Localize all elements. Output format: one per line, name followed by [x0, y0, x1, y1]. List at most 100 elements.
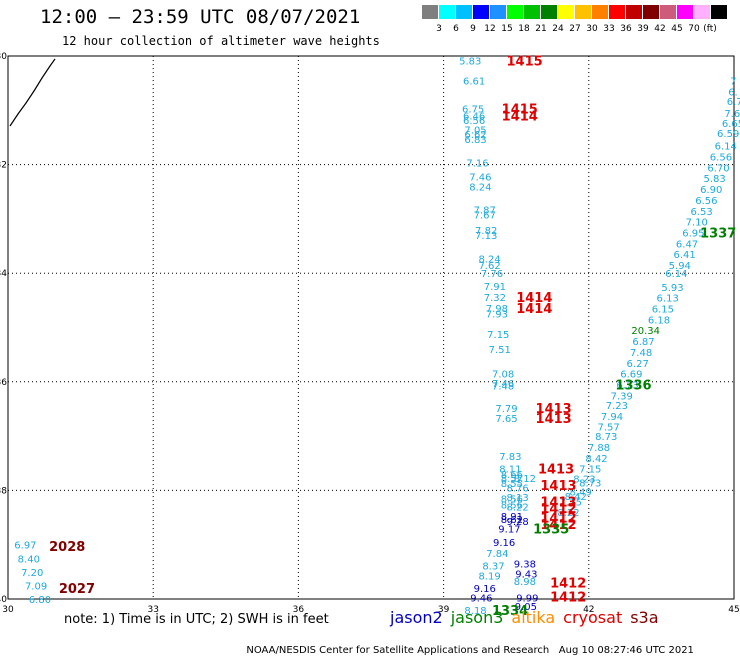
- wave-height-value: 9.28: [507, 517, 529, 528]
- wave-height-value: 8.12: [514, 474, 536, 485]
- x-tick-label: 33: [147, 605, 158, 615]
- colorbar-swatch: [558, 5, 574, 19]
- wave-height-value: 8.55: [501, 479, 523, 490]
- pass-time-label: 1412: [540, 502, 576, 517]
- colorbar-tick-label: 33: [603, 24, 615, 34]
- wave-height-value: 9.17: [498, 524, 520, 535]
- wave-height-value: 6.13: [657, 294, 679, 305]
- wave-height-value: 9.99: [516, 593, 538, 604]
- x-tick-label: 39: [438, 605, 450, 615]
- pass-time-label: 1415: [507, 54, 543, 69]
- map-frame: [7, 55, 735, 600]
- wave-height-value: 7.65: [495, 414, 517, 425]
- wave-height-value: 5.94: [669, 261, 691, 272]
- wave-height-value: 7.10: [686, 218, 708, 229]
- satellite-legend-altika: altika: [511, 608, 556, 627]
- wave-height-value: 9.43: [515, 569, 537, 580]
- wave-height-value: 7: [730, 76, 736, 87]
- pass-time-label: 1336: [615, 379, 651, 394]
- wave-height-value: 6.47: [676, 239, 698, 250]
- pass-time-label: 2028: [49, 540, 85, 555]
- colorbar-swatch: [592, 5, 608, 19]
- page-subtitle: 12 hour collection of altimeter wave hei…: [62, 34, 380, 48]
- wave-height-value: 9.16: [474, 584, 496, 595]
- colorbar-swatch: [422, 5, 438, 19]
- colorbar-swatch: [490, 5, 506, 19]
- wave-height-value: 7.62: [478, 261, 500, 272]
- pass-time-label: 2027: [59, 582, 95, 597]
- pass-time-label: 1414: [502, 110, 538, 125]
- wave-height-value: 7.98: [486, 304, 508, 315]
- wave-height-value: 6.97: [14, 541, 36, 552]
- note-text: note: 1) Time is in UTC; 2) SWH is in fe…: [64, 612, 329, 627]
- colorbar-swatch: [694, 5, 710, 19]
- axis-ticks: 30 33 36 39 42 45 -30 -32 -34 -36 -38 -40: [0, 52, 740, 615]
- pass-time-label: 1413: [540, 479, 576, 494]
- wave-height-value: 7.15: [560, 497, 582, 508]
- satellite-legend-jason3: jason3: [450, 608, 504, 627]
- y-tick-label: -32: [0, 161, 7, 171]
- wave-height-value: 6.15: [652, 304, 674, 315]
- wave-height-value: 6.56: [710, 152, 732, 163]
- wave-height-value: 5.93: [661, 283, 683, 294]
- pass-time-label: 1412: [550, 577, 586, 592]
- map-grid: [8, 56, 734, 599]
- wave-height-value: 6.73: [616, 381, 638, 392]
- wave-height-value: 9.05: [515, 602, 537, 613]
- colorbar-tick-label: 39: [637, 24, 649, 34]
- x-tick-label: 30: [2, 605, 14, 615]
- wave-height-value: 7.67: [474, 211, 496, 222]
- pass-labels: 1415141514141414141414131413141314131413…: [49, 54, 736, 619]
- colorbar-tick-label: 9: [470, 24, 476, 34]
- wave-height-value: 7.93: [486, 309, 508, 320]
- wave-height-value: 7.48: [630, 348, 652, 359]
- satellite-legend-cryosat: cryosat: [563, 608, 623, 627]
- colorbar-swatch: [507, 5, 523, 19]
- satellite-legend-jason2: jason2: [390, 608, 443, 627]
- wave-height-value: 7.16: [466, 158, 488, 169]
- wave-height-value: 8.91: [501, 512, 523, 523]
- wave-height-value: 7.84: [486, 549, 508, 560]
- colorbar-swatch: [660, 5, 676, 19]
- wave-height-value: 7.39: [611, 391, 633, 402]
- wave-height-value: 6.62: [464, 130, 486, 141]
- wave-height-value: 7.65: [724, 109, 740, 120]
- colorbar-unit-label: (ft): [703, 24, 717, 34]
- colorbar-swatch: [677, 5, 693, 19]
- wave-height-value: 6.53: [690, 207, 712, 218]
- wave-height-value: 8.62: [501, 515, 523, 526]
- wave-height-value: 8.19: [478, 572, 500, 583]
- wave-height-value: 6.7: [727, 97, 740, 108]
- pass-time-label: 1413: [536, 412, 572, 427]
- wave-height-value: 8.23: [573, 474, 595, 485]
- wave-height-value: 8.22: [557, 508, 579, 519]
- wave-height-value: 7.08: [492, 370, 514, 381]
- wave-height-value: 6.: [728, 87, 738, 98]
- wave-height-value: 6.95: [682, 228, 704, 239]
- wave-height-value: 8.24: [469, 182, 491, 193]
- coastline: [9, 58, 56, 127]
- wave-height-value: 7.51: [489, 345, 511, 356]
- pass-time-label: 1412: [540, 518, 576, 533]
- page-title: 12:00 — 23:59 UTC 08/07/2021: [40, 6, 361, 28]
- y-tick-label: -38: [0, 486, 7, 496]
- wave-height-value: 8.98: [514, 577, 536, 588]
- wave-height-value: 8.24: [478, 255, 500, 266]
- pass-time-label: 1413: [536, 402, 572, 417]
- wave-height-value: 8.66: [501, 470, 523, 481]
- wave-height-value: 7.76: [481, 269, 503, 280]
- wave-height-value: 8.18: [464, 606, 486, 617]
- colorbar-swatch: [439, 5, 455, 19]
- colorbar-tick-label: 15: [501, 24, 513, 34]
- y-tick-label: -36: [0, 378, 7, 388]
- wave-height-value: 8.37: [482, 561, 504, 572]
- pass-time-label: 1335: [533, 522, 569, 537]
- wave-height-value: 7.23: [606, 401, 628, 412]
- colorbar-swatch: [473, 5, 489, 19]
- wave-height-value: 8.76: [507, 484, 529, 495]
- wave-height-value: 6.65: [722, 119, 740, 130]
- colorbar-tick-label: 6: [453, 24, 459, 34]
- pass-time-label: 1337: [700, 226, 736, 241]
- wave-height-value: 8.73: [579, 478, 601, 489]
